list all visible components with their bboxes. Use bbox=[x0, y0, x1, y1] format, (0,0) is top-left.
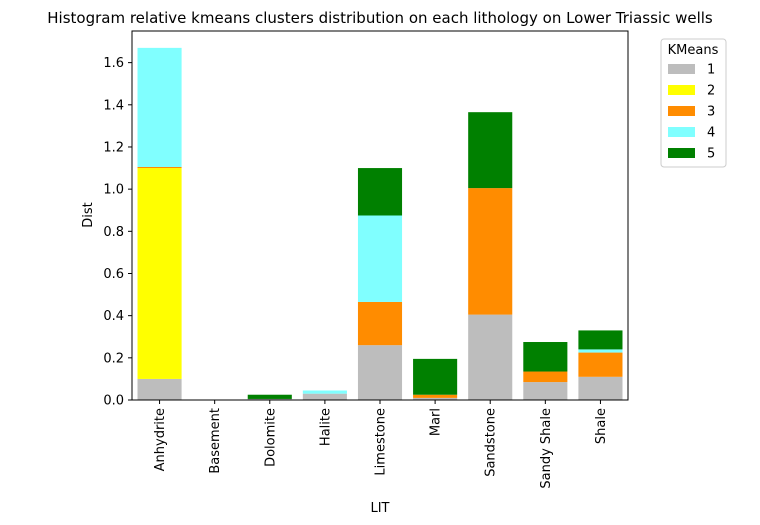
legend-swatch-3 bbox=[668, 106, 695, 116]
bar-shale-cluster-3 bbox=[578, 352, 623, 377]
bar-sandstone-cluster-5 bbox=[468, 112, 513, 189]
bar-marl-cluster-3 bbox=[413, 394, 458, 398]
bar-sandy-shale-cluster-5 bbox=[523, 342, 568, 372]
x-tick-label: Basement bbox=[208, 408, 223, 474]
x-axis-label: LIT bbox=[370, 501, 389, 516]
bar-shale-cluster-1 bbox=[578, 376, 623, 400]
bar-anhydrite-cluster-3 bbox=[137, 167, 182, 169]
bars-layer bbox=[137, 47, 623, 400]
chart-title: Histogram relative kmeans clusters distr… bbox=[47, 9, 713, 27]
x-tick-label: Halite bbox=[318, 408, 333, 446]
bar-anhydrite-cluster-2 bbox=[137, 168, 182, 379]
x-tick-label: Anhydrite bbox=[153, 408, 168, 471]
bar-halite-cluster-4 bbox=[302, 390, 347, 394]
legend-label-3: 3 bbox=[707, 105, 715, 120]
legend-title: KMeans bbox=[668, 43, 719, 58]
bar-sandy-shale-cluster-3 bbox=[523, 371, 568, 383]
legend-label-4: 4 bbox=[707, 126, 715, 141]
bar-shale-cluster-5 bbox=[578, 330, 623, 350]
bar-dolomite-cluster-5 bbox=[247, 394, 292, 399]
legend-frame bbox=[660, 38, 727, 168]
legend-label-2: 2 bbox=[707, 84, 715, 99]
y-tick-label: 1.2 bbox=[103, 140, 124, 155]
legend-swatch-4 bbox=[668, 127, 695, 137]
y-tick-label: 0.0 bbox=[103, 394, 124, 409]
y-tick-label: 0.4 bbox=[103, 309, 124, 324]
bar-marl-cluster-1 bbox=[413, 397, 458, 400]
x-tick-label: Sandy Shale bbox=[539, 408, 554, 489]
x-tick-label: Limestone bbox=[374, 408, 389, 476]
x-axis: Anhydrite Basement Dolomite Halite Limestone… bbox=[153, 400, 609, 489]
y-tick-label: 1.6 bbox=[103, 56, 124, 71]
y-axis-label: Dist bbox=[81, 202, 96, 228]
y-axis: 0.0 0.2 0.4 0.6 0.8 1.0 1.2 1.4 1.6 bbox=[103, 56, 132, 409]
legend-label-5: 5 bbox=[707, 147, 715, 162]
bar-sandstone-cluster-1 bbox=[468, 314, 513, 400]
legend-label-1: 1 bbox=[707, 63, 715, 78]
bar-sandy-shale-cluster-1 bbox=[523, 382, 568, 400]
bar-anhydrite-cluster-4 bbox=[137, 47, 182, 168]
y-tick-label: 1.0 bbox=[103, 183, 124, 198]
bar-limestone-cluster-4 bbox=[357, 215, 403, 302]
bar-limestone-cluster-3 bbox=[357, 301, 403, 346]
legend: KMeans 1 2 3 4 5 bbox=[660, 38, 727, 168]
bar-limestone-cluster-5 bbox=[357, 168, 403, 216]
bar-anhydrite-cluster-1 bbox=[137, 378, 182, 400]
y-tick-label: 0.2 bbox=[103, 351, 124, 366]
x-tick-label: Shale bbox=[594, 408, 609, 444]
bar-sandstone-cluster-3 bbox=[468, 188, 513, 315]
y-tick-label: 0.8 bbox=[103, 225, 124, 240]
legend-swatch-1 bbox=[668, 64, 695, 74]
bar-halite-cluster-1 bbox=[302, 393, 347, 400]
bar-marl-cluster-5 bbox=[413, 358, 458, 395]
legend-swatch-2 bbox=[668, 85, 695, 95]
bar-shale-cluster-4 bbox=[578, 349, 623, 353]
bar-limestone-cluster-1 bbox=[357, 345, 403, 400]
y-tick-label: 0.6 bbox=[103, 267, 124, 282]
legend-swatch-5 bbox=[668, 148, 695, 158]
x-tick-label: Marl bbox=[429, 408, 444, 436]
x-tick-label: Sandstone bbox=[484, 408, 499, 477]
y-tick-label: 1.4 bbox=[103, 98, 124, 113]
x-tick-label: Dolomite bbox=[263, 408, 278, 467]
bar-dolomite-cluster-1 bbox=[247, 398, 292, 400]
